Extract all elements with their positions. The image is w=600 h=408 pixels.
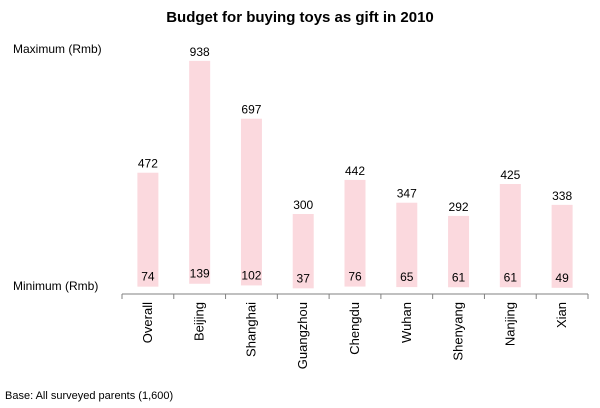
- min-value-label: 49: [555, 271, 569, 285]
- range-bar-chengdu: [344, 179, 366, 287]
- max-value-label: 425: [500, 168, 520, 182]
- max-value-label: 472: [138, 157, 158, 171]
- value-labels: 472 74 938 139 697 102 300 37 442 76 347 65 292 61 425…: [138, 45, 573, 285]
- min-value-label: 102: [241, 268, 261, 282]
- min-value-label: 65: [400, 270, 414, 284]
- max-value-label: 347: [397, 187, 417, 201]
- range-bar-beijing: [189, 60, 211, 284]
- max-value-label: 938: [190, 45, 210, 59]
- max-value-label: 697: [241, 103, 261, 117]
- category-label: Guangzhou: [295, 302, 310, 369]
- category-label: Xian: [554, 302, 569, 328]
- x-axis-ticks: [121, 294, 589, 299]
- category-label: Shanghai: [243, 302, 258, 357]
- max-value-label: 442: [345, 164, 365, 178]
- range-bar-shenyang: [448, 215, 470, 288]
- max-value-label: 300: [293, 198, 313, 212]
- footnote: Base: All surveyed parents (1,600): [5, 390, 173, 402]
- category-label: Overall: [140, 302, 155, 343]
- min-value-label: 74: [141, 270, 155, 284]
- min-value-label: 76: [348, 270, 362, 284]
- max-value-label: 292: [449, 200, 469, 214]
- max-value-label: 338: [552, 189, 572, 203]
- min-value-label: 61: [452, 270, 466, 284]
- category-label: Wuhan: [399, 302, 414, 343]
- bars: [137, 60, 573, 289]
- chart-title: Budget for buying toys as gift in 2010: [166, 9, 434, 26]
- max-axis-label: Maximum (Rmb): [13, 42, 102, 56]
- range-bar-guangzhou: [292, 214, 314, 289]
- category-label: Beijing: [192, 302, 207, 341]
- range-bar-xian: [551, 204, 573, 288]
- category-label: Shenyang: [451, 302, 466, 361]
- category-label: Chengdu: [347, 302, 362, 355]
- range-bar-overall: [137, 172, 159, 287]
- range-bar-shanghai: [240, 118, 262, 286]
- min-value-label: 61: [504, 270, 518, 284]
- range-bar-wuhan: [396, 202, 418, 288]
- range-bar-nanjing: [499, 184, 521, 288]
- category-labels: Overall Beijing Shanghai Guangzhou Chengdu Wu…: [140, 302, 569, 369]
- min-value-label: 37: [297, 271, 311, 285]
- min-value-label: 139: [190, 267, 210, 281]
- min-axis-label: Minimum (Rmb): [13, 279, 98, 293]
- category-label: Nanjing: [502, 302, 517, 346]
